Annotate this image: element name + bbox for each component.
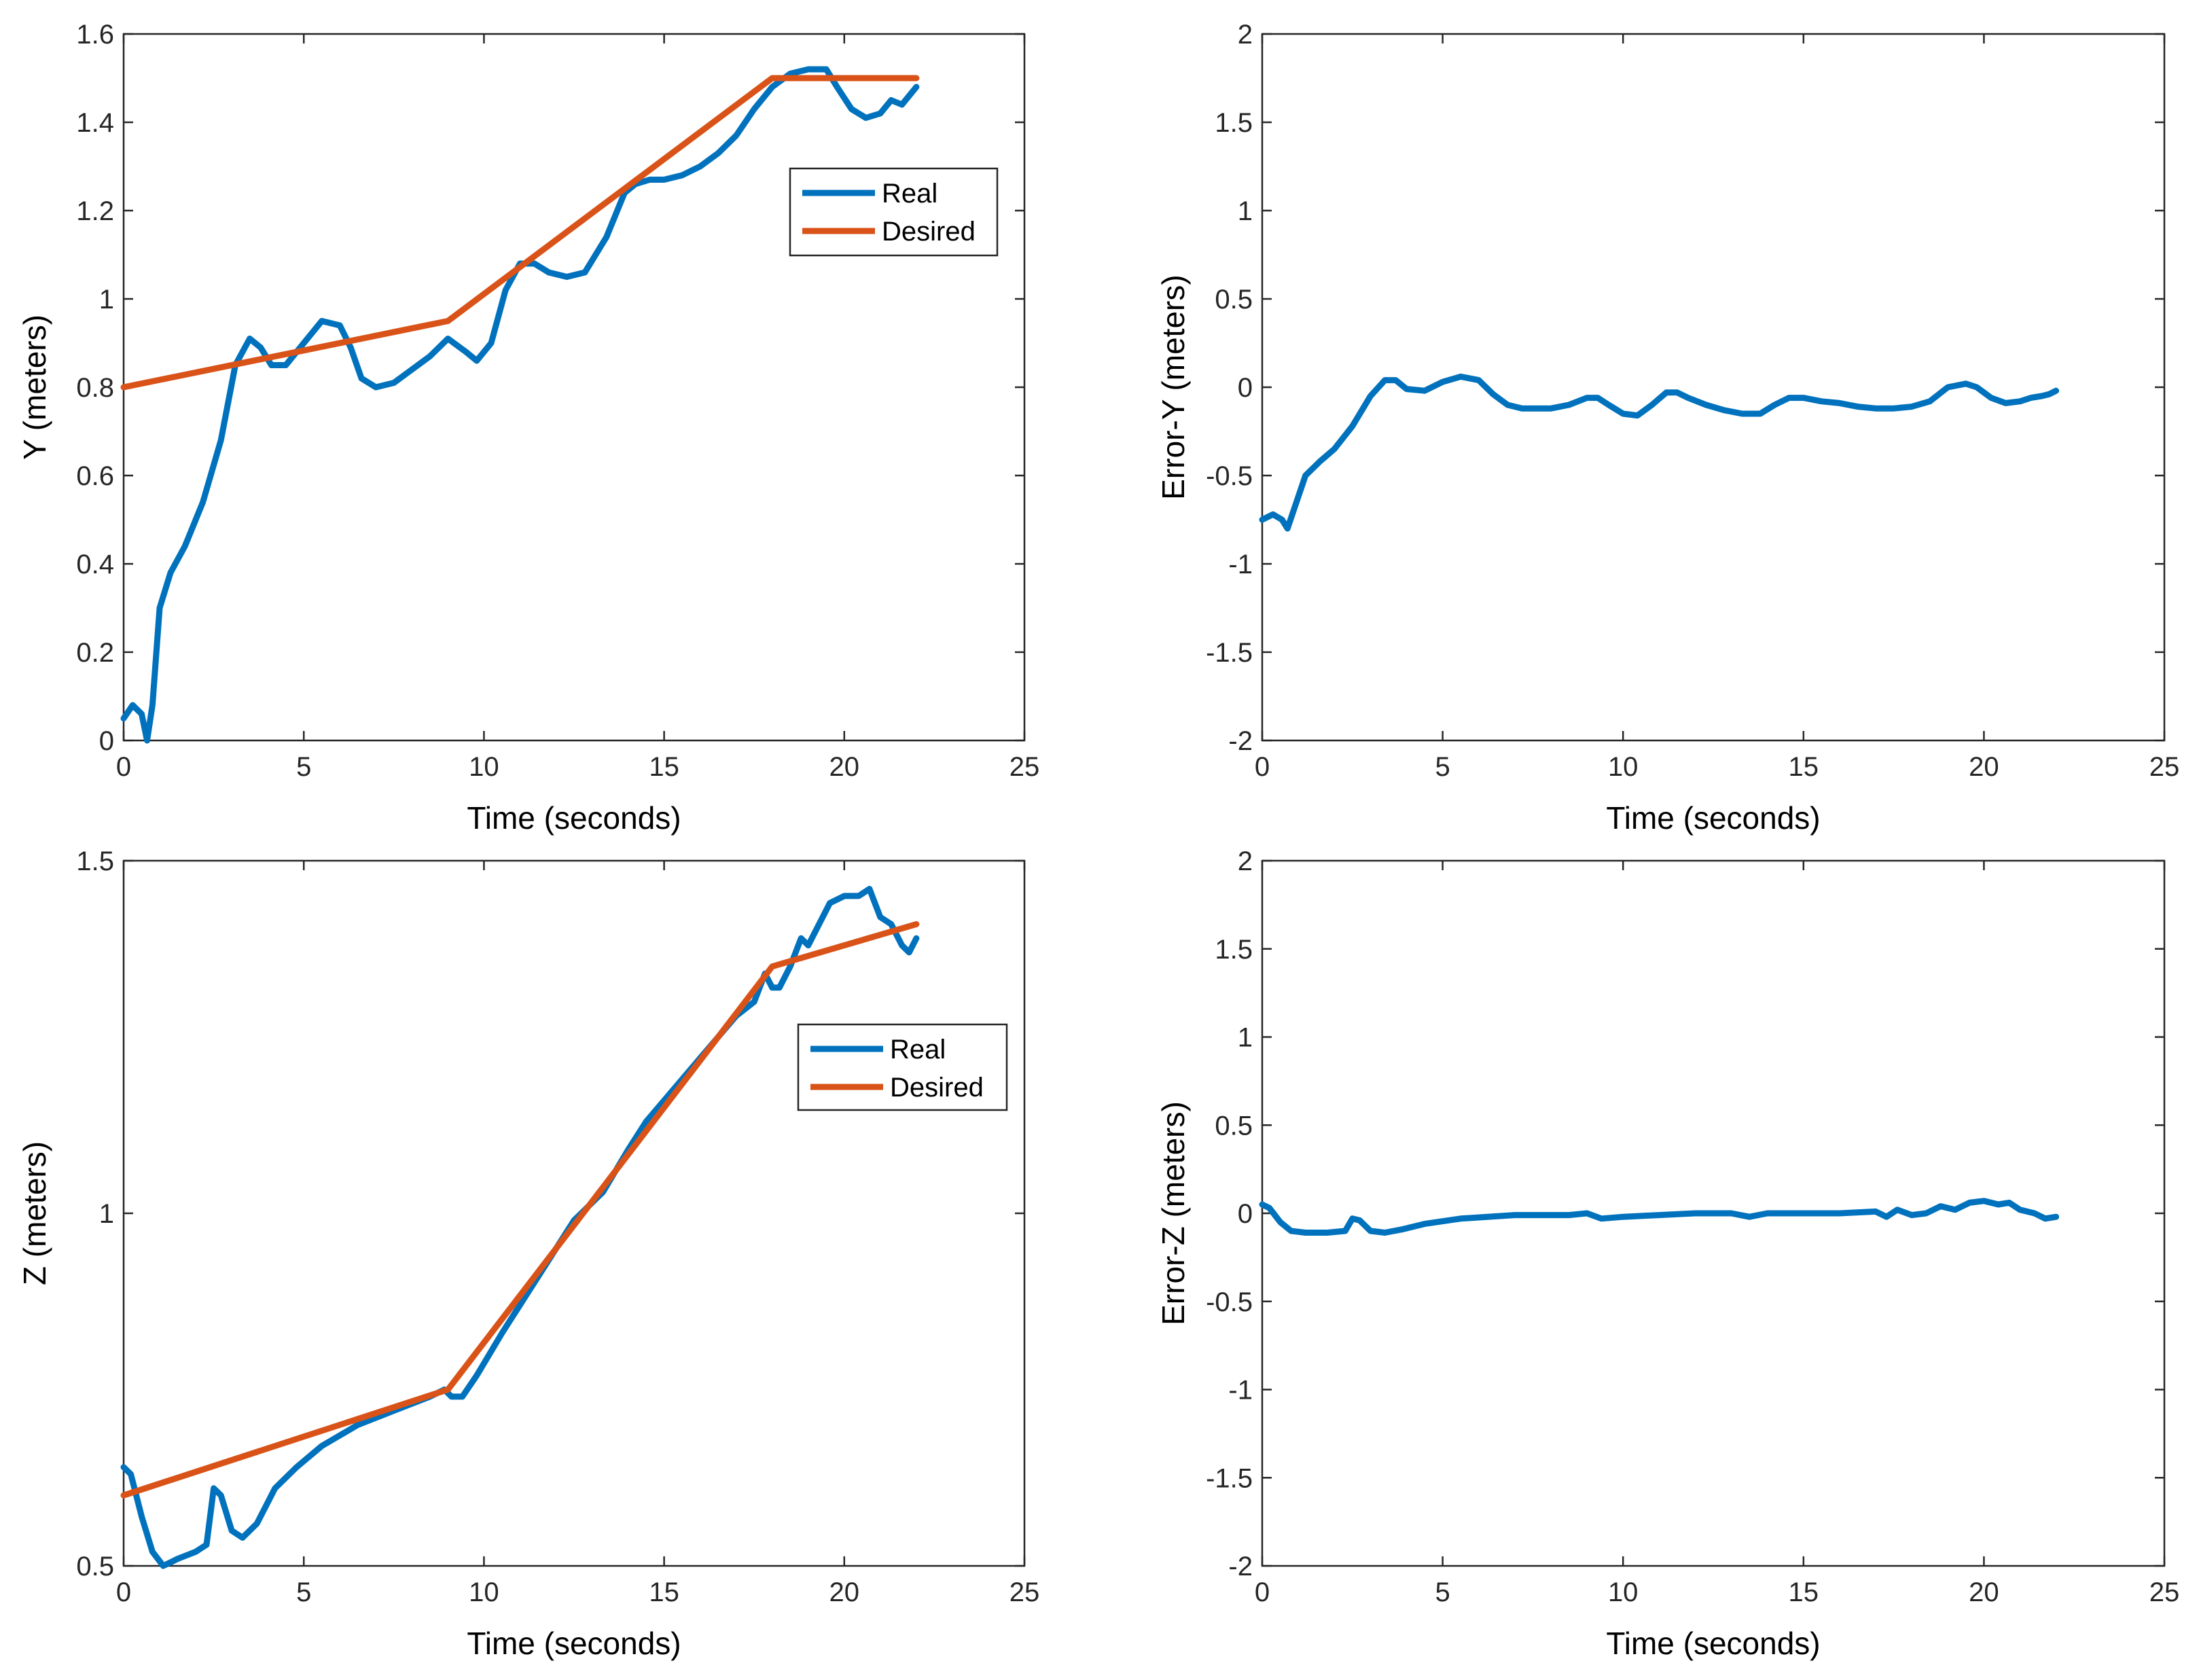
y-tick-label: 1.2 — [76, 196, 114, 226]
y-tick-label: 1 — [99, 285, 114, 315]
y-tick-label: 0 — [99, 726, 114, 756]
plot-area — [122, 33, 1026, 742]
x-tick-label: 25 — [1009, 752, 1040, 782]
y-tick-label: 2 — [1238, 20, 1253, 50]
legend: Real Desired — [797, 1023, 1008, 1111]
y-tick-label: 1 — [1238, 196, 1253, 226]
x-tick-label: 25 — [2149, 1577, 2180, 1607]
y-tick-label: 1.6 — [76, 20, 114, 50]
y-tick-label: 1.5 — [1215, 935, 1253, 965]
x-tick-label: 0 — [1255, 752, 1270, 782]
x-tick-label: 20 — [1969, 1577, 1999, 1607]
y-tick-label: 1.5 — [76, 846, 114, 876]
subplot-4: 0 5 10 15 20 25 -2 -1.5 -1 -0.5 0 0.5 1 1.5 2 Time (sec… — [1156, 846, 2179, 1661]
legend-label-desired: Desired — [882, 217, 976, 247]
x-tick-label: 5 — [1435, 1577, 1450, 1607]
x-tick-label: 0 — [116, 752, 131, 782]
x-tick-label: 10 — [1608, 752, 1639, 782]
y-tick-label: 0 — [1238, 1199, 1253, 1229]
plot-area — [1261, 33, 2166, 742]
legend: Real Desired — [789, 167, 999, 257]
x-axis-label: Time (seconds) — [1606, 1626, 1820, 1661]
legend-box — [789, 167, 999, 257]
x-tick-label: 15 — [1789, 752, 1819, 782]
x-tick-label: 20 — [829, 1577, 860, 1607]
x-tick-label: 15 — [1789, 1577, 1819, 1607]
y-tick-label: 0.5 — [1215, 1111, 1253, 1141]
x-tick-label: 15 — [649, 752, 679, 782]
plot-area — [122, 859, 1026, 1567]
y-axis-label: Z (meters) — [17, 1141, 52, 1285]
y-axis-label: Y (meters) — [17, 315, 52, 460]
y-axis-label: Error-Z (meters) — [1156, 1101, 1191, 1325]
series-line-error — [1259, 373, 2060, 532]
x-tick-label: 10 — [1608, 1577, 1639, 1607]
y-tick-label: -2 — [1228, 1552, 1253, 1581]
y-tick-label: 0.4 — [76, 550, 114, 579]
subplot-3: 0 5 10 15 20 25 0.5 1 1.5 Time (seconds) Z (meters… — [17, 846, 1039, 1661]
series-line-real — [120, 66, 920, 744]
x-tick-label: 10 — [469, 752, 499, 782]
series-line-desired — [120, 921, 920, 1499]
y-tick-label: 0.2 — [76, 638, 114, 668]
series-line-error — [1259, 1198, 2060, 1236]
y-tick-label: 0.5 — [1215, 285, 1253, 315]
x-tick-label: 20 — [829, 752, 860, 782]
x-tick-label: 0 — [1255, 1577, 1270, 1607]
legend-label-real: Real — [890, 1035, 946, 1065]
legend-label-real: Real — [882, 179, 937, 209]
subplot-1: 0 5 10 15 20 25 0 0.2 0.4 0.6 0.8 1 1.2 1.4 1.6 Time (s… — [17, 20, 1039, 836]
y-tick-label: -1.5 — [1206, 1463, 1253, 1493]
x-tick-label: 20 — [1969, 752, 1999, 782]
legend-label-desired: Desired — [890, 1073, 984, 1103]
y-tick-label: -1.5 — [1206, 638, 1253, 668]
y-tick-label: -0.5 — [1206, 1287, 1253, 1317]
x-tick-label: 25 — [1009, 1577, 1040, 1607]
x-tick-label: 0 — [116, 1577, 131, 1607]
y-tick-label: 0.5 — [76, 1552, 114, 1581]
x-axis-label: Time (seconds) — [467, 1626, 681, 1661]
x-tick-label: 5 — [296, 1577, 311, 1607]
y-tick-label: 1 — [1238, 1023, 1253, 1053]
y-tick-label: -0.5 — [1206, 461, 1253, 491]
y-tick-label: -1 — [1228, 550, 1253, 579]
x-axis-label: Time (seconds) — [467, 800, 681, 836]
legend-box — [797, 1023, 1008, 1111]
y-tick-label: -2 — [1228, 726, 1253, 756]
y-tick-label: 2 — [1238, 846, 1253, 876]
y-tick-label: 0.8 — [76, 373, 114, 403]
x-tick-label: 25 — [2149, 752, 2180, 782]
x-axis-label: Time (seconds) — [1606, 800, 1820, 836]
y-tick-label: 1 — [99, 1199, 114, 1229]
x-tick-label: 5 — [296, 752, 311, 782]
y-tick-label: 1.5 — [1215, 108, 1253, 138]
y-tick-label: 1.4 — [76, 108, 114, 138]
y-tick-label: 0 — [1238, 373, 1253, 403]
y-axis-label: Error-Y (meters) — [1156, 274, 1191, 499]
y-tick-label: 0.6 — [76, 461, 114, 491]
x-tick-label: 10 — [469, 1577, 499, 1607]
x-tick-label: 5 — [1435, 752, 1450, 782]
subplot-2: 0 5 10 15 20 25 -2 -1.5 -1 -0.5 0 0.5 1 1.5 2 Time (sec… — [1156, 20, 2179, 836]
y-tick-label: -1 — [1228, 1376, 1253, 1406]
x-tick-label: 15 — [649, 1577, 679, 1607]
series-line-desired — [120, 75, 920, 391]
